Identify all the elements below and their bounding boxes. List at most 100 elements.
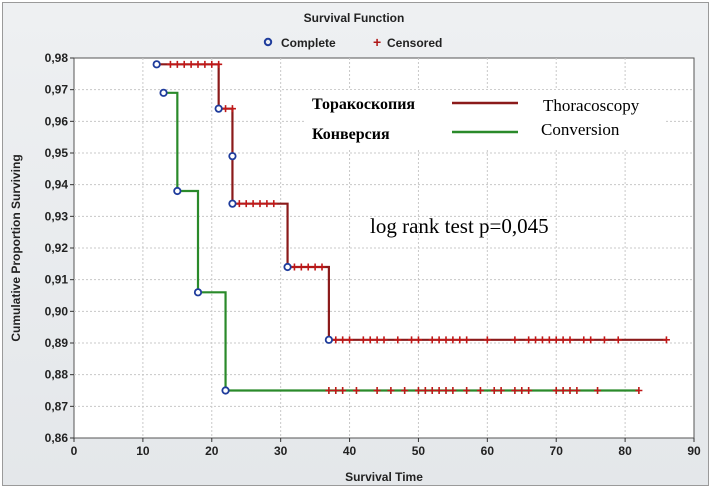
censored-point	[442, 387, 450, 394]
censored-point	[263, 200, 271, 208]
censored-point	[359, 336, 367, 344]
complete-point	[324, 335, 333, 344]
censored-point	[332, 336, 340, 344]
censored-point	[587, 336, 595, 344]
x-tick-label: 60	[481, 444, 495, 458]
censored-point	[428, 387, 436, 394]
censored-point	[449, 336, 457, 344]
y-tick-label: 0,91	[45, 273, 69, 287]
series-legend: Торакоскопия Thoracoscopy Конверсия Conv…	[305, 90, 665, 148]
censored-point	[559, 336, 567, 344]
series-conversion	[159, 88, 643, 395]
censored-point	[428, 336, 436, 344]
censored-point	[463, 336, 471, 344]
censored-point	[408, 336, 416, 344]
censored-point	[483, 336, 491, 344]
censored-point	[290, 263, 298, 271]
censored-point	[435, 336, 443, 344]
censored-point	[497, 387, 505, 394]
censored-point	[166, 60, 174, 68]
y-tick-label: 0,98	[45, 51, 69, 65]
x-tick-label: 0	[71, 444, 78, 458]
x-tick-label: 10	[136, 444, 150, 458]
x-tick-label: 80	[618, 444, 632, 458]
censored-point	[270, 200, 278, 208]
censored-point	[194, 60, 202, 68]
censored-point	[511, 336, 519, 344]
censored-point	[573, 387, 581, 394]
censored-point	[339, 336, 347, 344]
censored-point	[511, 387, 519, 394]
censored-point	[256, 200, 264, 208]
series-legend-box	[305, 90, 665, 148]
censored-point	[532, 336, 540, 344]
censored-point	[394, 336, 402, 344]
censored-point	[297, 263, 305, 271]
complete-point	[221, 386, 230, 395]
censored-point	[476, 387, 484, 394]
x-tick-label: 70	[550, 444, 564, 458]
censored-point	[401, 387, 409, 394]
censored-point	[566, 387, 574, 394]
censored-point	[456, 336, 464, 344]
legend-censored-label: Censored	[387, 36, 442, 50]
chart-title: Survival Function	[304, 11, 405, 25]
y-tick-label: 0,92	[45, 241, 69, 255]
x-axis-ticks: 0 10 20 30 40 50 60 70 80 90	[71, 438, 701, 458]
censored-point	[442, 336, 450, 344]
y-tick-label: 0,93	[45, 209, 69, 223]
complete-point	[193, 288, 203, 297]
censored-point	[449, 387, 457, 394]
y-tick-label: 0,87	[45, 399, 69, 413]
y-tick-label: 0,88	[45, 368, 69, 382]
y-tick-label: 0,94	[45, 178, 69, 192]
censored-point	[380, 336, 388, 344]
censored-point	[249, 200, 257, 208]
y-tick-label: 0,97	[45, 83, 69, 97]
y-tick-label: 0,96	[45, 114, 69, 128]
legend-conversion-ru: Конверсия	[312, 126, 390, 143]
censored-point	[545, 336, 553, 344]
censored-point	[635, 387, 643, 394]
censored-point	[304, 263, 312, 271]
top-legend: Complete + Censored	[263, 34, 442, 50]
y-axis-ticks: 0,86 0,87 0,88 0,89 0,90 0,91 0,92 0,93 0,94 0,95…	[45, 51, 74, 445]
x-tick-label: 30	[274, 444, 288, 458]
complete-point	[159, 88, 168, 97]
censored-point	[373, 336, 381, 344]
complete-point	[152, 60, 161, 69]
censored-point	[559, 387, 567, 394]
complete-point	[228, 199, 237, 208]
censored-point	[325, 387, 333, 394]
censored-point	[222, 105, 230, 113]
series-layer	[152, 60, 670, 395]
x-tick-label: 20	[205, 444, 219, 458]
x-tick-label: 40	[343, 444, 357, 458]
censored-point	[538, 336, 546, 344]
censored-point	[463, 387, 471, 394]
censored-point	[332, 387, 340, 394]
censored-point	[339, 387, 347, 394]
survival-step-line	[163, 91, 639, 392]
censored-point	[600, 336, 608, 344]
censored-point	[662, 336, 670, 344]
censored-point	[208, 60, 216, 68]
y-tick-label: 0,86	[45, 431, 69, 445]
legend-complete-label: Complete	[281, 36, 336, 50]
censored-point	[242, 200, 250, 208]
legend-conversion-en: Conversion	[541, 120, 620, 139]
x-axis-label: Survival Time	[345, 470, 423, 484]
censored-point	[414, 387, 422, 394]
censored-point	[435, 387, 443, 394]
censored-point	[614, 336, 622, 344]
censored-point	[187, 60, 195, 68]
complete-marker-icon	[263, 37, 273, 47]
censored-point	[552, 336, 560, 344]
censored-point	[421, 387, 429, 394]
censored-point	[180, 60, 188, 68]
censored-point	[490, 387, 498, 394]
censored-point	[311, 263, 319, 271]
censored-point	[414, 336, 422, 344]
censored-point	[525, 336, 533, 344]
censored-marker-icon: +	[373, 34, 381, 50]
